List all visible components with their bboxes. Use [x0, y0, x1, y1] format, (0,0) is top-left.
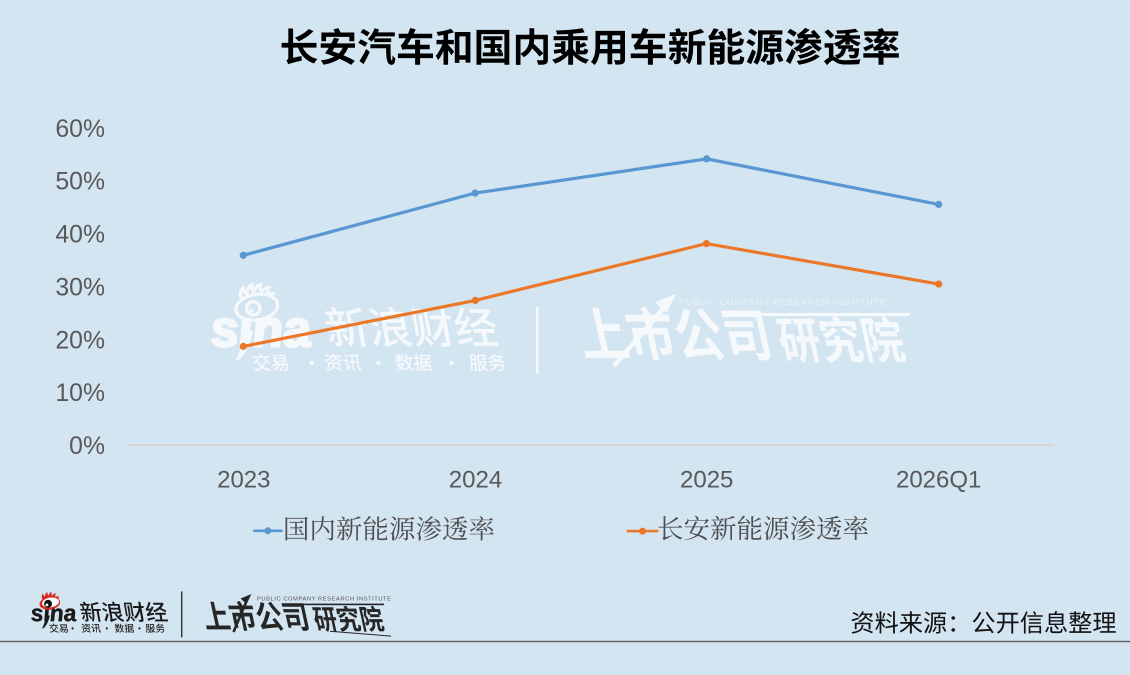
svg-text:2025: 2025 [680, 466, 733, 493]
svg-text:30%: 30% [55, 275, 105, 302]
svg-text:10%: 10% [55, 380, 105, 407]
svg-text:2026Q1: 2026Q1 [896, 466, 981, 493]
svg-text:PUBLIC COMPANY RESEARCH INSTIT: PUBLIC COMPANY RESEARCH INSTITUTE [257, 596, 392, 602]
svg-text:0%: 0% [69, 433, 105, 460]
svg-text:PUBLIC COMPANY RESEARCH INSTIT: PUBLIC COMPANY RESEARCH INSTITUTE [679, 297, 887, 307]
svg-text:60%: 60% [55, 116, 105, 143]
svg-text:40%: 40% [55, 222, 105, 249]
svg-text:20%: 20% [55, 327, 105, 354]
svg-text:2024: 2024 [449, 466, 502, 493]
svg-text:2023: 2023 [217, 466, 270, 493]
svg-text:50%: 50% [55, 169, 105, 196]
